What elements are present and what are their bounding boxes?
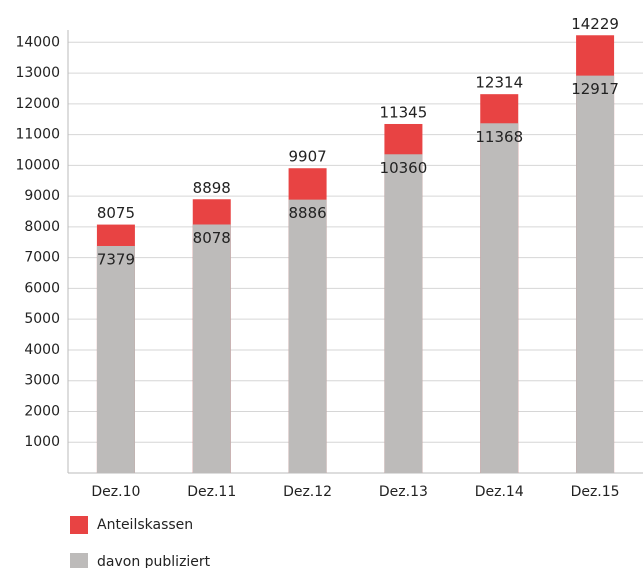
bar bbox=[384, 154, 423, 473]
x-tick-label: Dez.15 bbox=[571, 484, 620, 500]
y-tick-label: 12000 bbox=[15, 96, 60, 112]
data-label: 8078 bbox=[193, 229, 231, 247]
data-label: 7379 bbox=[97, 250, 135, 268]
data-label: 12314 bbox=[475, 74, 523, 92]
data-label: 11368 bbox=[475, 128, 523, 146]
y-tick-label: 14000 bbox=[15, 34, 60, 50]
y-tick-label: 7000 bbox=[24, 250, 60, 266]
x-tick-label: Dez.11 bbox=[187, 484, 236, 500]
y-tick-label: 6000 bbox=[24, 280, 60, 296]
legend-swatch bbox=[70, 516, 88, 534]
x-tick-label: Dez.13 bbox=[379, 484, 428, 500]
y-tick-label: 10000 bbox=[15, 157, 60, 173]
data-label: 9907 bbox=[288, 148, 326, 166]
data-label: 11345 bbox=[380, 103, 428, 121]
legend-label: davon publiziert bbox=[97, 554, 211, 568]
data-label: 8898 bbox=[193, 179, 231, 197]
bar bbox=[96, 245, 135, 473]
y-tick-label: 13000 bbox=[15, 65, 60, 81]
y-tick-label: 1000 bbox=[24, 434, 60, 450]
bar bbox=[288, 199, 327, 473]
y-tick-label: 4000 bbox=[24, 342, 60, 358]
data-label: 12917 bbox=[571, 80, 619, 98]
y-tick-label: 2000 bbox=[24, 403, 60, 419]
data-label: 8075 bbox=[97, 204, 135, 222]
legend-label: Anteilskassen bbox=[97, 517, 193, 533]
x-tick-label: Dez.10 bbox=[91, 484, 140, 500]
x-tick-label: Dez.12 bbox=[283, 484, 332, 500]
x-tick-label: Dez.14 bbox=[475, 484, 524, 500]
data-label: 8886 bbox=[288, 204, 326, 222]
data-label: 10360 bbox=[380, 159, 428, 177]
y-tick-label: 5000 bbox=[24, 311, 60, 327]
y-tick-label: 9000 bbox=[24, 188, 60, 204]
y-tick-label: 11000 bbox=[15, 127, 60, 143]
y-tick-label: 3000 bbox=[24, 373, 60, 389]
data-label: 14229 bbox=[571, 15, 619, 33]
bar bbox=[576, 75, 615, 473]
y-tick-label: 8000 bbox=[24, 219, 60, 235]
bar bbox=[480, 123, 519, 473]
legend-swatch bbox=[70, 553, 88, 568]
bar bbox=[192, 224, 231, 473]
